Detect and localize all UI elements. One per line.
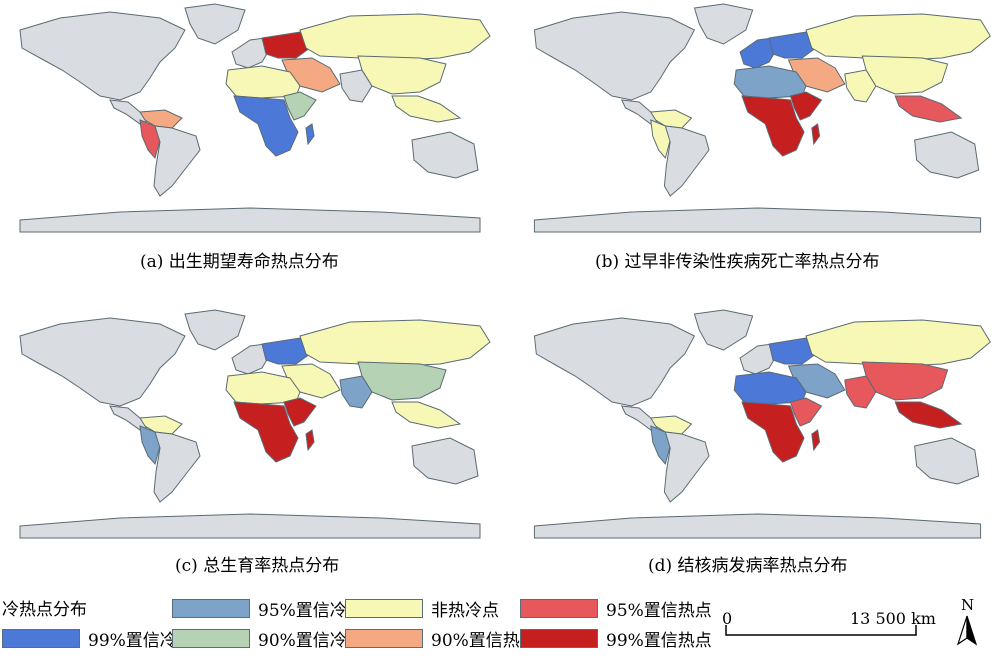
legend-item-none: 非热冷点 (345, 597, 499, 621)
region-east-asia (861, 55, 949, 95)
world-map-b (533, 3, 991, 233)
region-europe-east (768, 31, 817, 59)
region-east-africa (283, 91, 317, 121)
legend-item-cold95: 95%置信冷点 (172, 597, 364, 621)
region-africa-sub (233, 95, 299, 157)
scale-bar: 0 13 500 km (720, 603, 936, 643)
caption-a: (a) 出生期望寿命热点分布 (140, 252, 339, 272)
region-antarctica (19, 513, 481, 539)
region-australia (411, 131, 479, 179)
legend-label-none: 非热冷点 (431, 600, 499, 621)
region-antarctica (533, 513, 982, 539)
legend-item-cold99: 99%置信冷点 (2, 627, 194, 651)
region-russia (805, 319, 991, 367)
region-east-africa (789, 397, 823, 427)
region-europe-west (739, 37, 776, 69)
region-north-america (533, 11, 696, 101)
north-label: N (961, 596, 975, 614)
region-greenland (693, 3, 754, 45)
legend-swatch-hot95 (520, 598, 598, 618)
region-madagascar (811, 123, 821, 146)
legend: 冷热点分布 99%置信冷点 95%置信冷点 90%置信冷点 非热冷点 90%置信… (0, 593, 1000, 659)
world-map-a (19, 3, 491, 233)
region-east-africa (283, 397, 317, 427)
legend-item-cold90: 90%置信冷点 (172, 627, 364, 651)
map-panel-c (0, 306, 500, 546)
region-madagascar (811, 429, 821, 452)
region-madagascar (305, 123, 315, 146)
region-se-asia (894, 401, 963, 429)
region-russia (299, 13, 491, 61)
region-africa-sub (741, 401, 805, 463)
region-se-asia (894, 95, 963, 123)
region-australia (914, 131, 980, 179)
legend-item-hot95: 95%置信热点 (520, 597, 712, 621)
caption-d: (d) 结核病发病率热点分布 (648, 556, 848, 576)
region-north-america (19, 11, 186, 101)
map-panel-b (515, 0, 1000, 240)
legend-title: 冷热点分布 (2, 600, 87, 620)
world-map-c (19, 309, 491, 539)
legend-swatch-cold99 (2, 628, 80, 648)
map-panel-d (515, 306, 1000, 546)
region-south-america (153, 431, 201, 503)
world-map-d (533, 309, 991, 539)
region-africa-sub (233, 401, 299, 463)
region-europe-east (261, 337, 311, 365)
legend-swatch-cold95 (172, 598, 250, 618)
region-greenland (184, 309, 246, 351)
region-south-america (153, 125, 201, 197)
legend-item-hot99: 99%置信热点 (520, 627, 712, 651)
legend-label-hot90: 90%置信热点 (431, 630, 537, 651)
north-arrow-icon (956, 615, 978, 646)
scale-bar-line (725, 625, 917, 636)
legend-swatch-cold90 (172, 628, 250, 648)
region-australia (914, 437, 980, 485)
region-north-america (533, 317, 696, 407)
region-greenland (184, 3, 246, 45)
legend-label-cold90: 90%置信冷点 (258, 630, 364, 651)
region-europe-west (739, 343, 776, 375)
scale-max-label: 13 500 km (850, 609, 936, 628)
region-east-asia (861, 361, 949, 401)
legend-label-hot99: 99%置信热点 (606, 630, 712, 651)
region-east-asia (357, 55, 447, 95)
region-south-america (663, 431, 710, 503)
region-greenland (693, 309, 754, 351)
region-se-asia (391, 95, 462, 123)
caption-b: (b) 过早非传染性疾病死亡率热点分布 (595, 252, 880, 272)
region-madagascar (305, 429, 315, 452)
region-europe-east (768, 337, 817, 365)
region-europe-west (231, 37, 269, 69)
legend-label-hot95: 95%置信热点 (606, 600, 712, 621)
region-east-asia (357, 361, 447, 401)
region-antarctica (19, 207, 481, 233)
map-panel-a (0, 0, 500, 240)
region-australia (411, 437, 479, 485)
region-antarctica (533, 207, 982, 233)
region-north-america (19, 317, 186, 407)
legend-label-cold99: 99%置信冷点 (88, 630, 194, 651)
region-europe-west (231, 343, 269, 375)
caption-c: (c) 总生育率热点分布 (175, 556, 340, 576)
legend-swatch-hot99 (520, 628, 598, 648)
region-south-america (663, 125, 710, 197)
region-se-asia (391, 401, 462, 429)
north-arrow: N (952, 596, 982, 648)
region-east-africa (789, 91, 823, 121)
legend-swatch-none (345, 598, 423, 618)
region-russia (299, 319, 491, 367)
legend-item-hot90: 90%置信热点 (345, 627, 537, 651)
region-europe-east (261, 31, 311, 59)
scale-zero-label: 0 (722, 609, 733, 628)
region-africa-sub (741, 95, 805, 157)
legend-swatch-hot90 (345, 628, 423, 648)
region-russia (805, 13, 991, 61)
legend-label-cold95: 95%置信冷点 (258, 600, 364, 621)
